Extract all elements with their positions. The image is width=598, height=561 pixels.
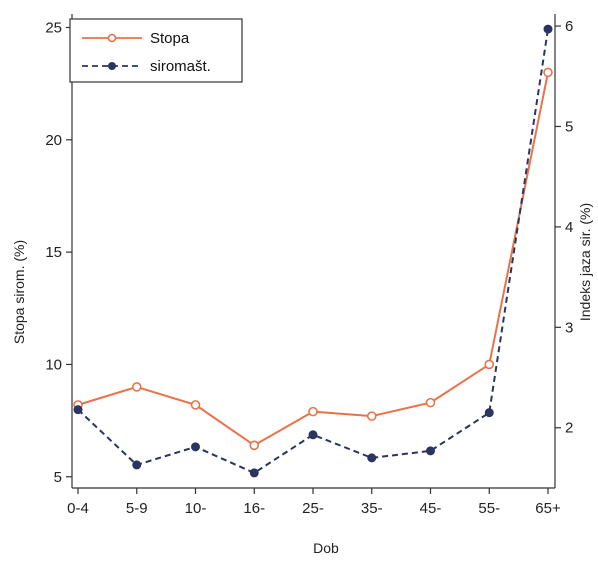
y-left-tick-label: 10 (45, 356, 62, 373)
legend-label-siromast: siromašt. (150, 58, 211, 75)
y-left-tick-label: 15 (45, 244, 62, 261)
x-tick-label: 45- (420, 500, 442, 517)
series-1-point (367, 453, 377, 463)
y-right-tick-label: 2 (565, 420, 573, 437)
y-left-tick-label: 25 (45, 19, 62, 36)
series-0-point (366, 411, 377, 421)
series-1-point (308, 430, 318, 440)
y-left-tick-label: 5 (54, 469, 62, 486)
y-right-tick-label: 4 (565, 219, 573, 236)
legend: Stopa siromašt. (69, 18, 243, 83)
y-right-tick-label: 5 (565, 118, 573, 135)
series-0-point (484, 359, 495, 370)
x-tick-label: 65+ (535, 500, 561, 517)
series-1-point (249, 468, 259, 478)
series-0-point (249, 440, 260, 451)
x-tick-label: 35- (361, 500, 383, 517)
x-axis-title: Dob (313, 540, 339, 556)
series-0-point (543, 67, 553, 78)
series-line-0 (77, 72, 549, 447)
series-1-point (132, 460, 142, 470)
series-1-point (484, 408, 494, 418)
y-left-axis-title: Stopa sirom. (%) (11, 240, 27, 344)
legend-marker-stopa (107, 33, 117, 43)
y-right-tick-label: 6 (565, 18, 573, 35)
y-right-tick-label: 3 (565, 319, 573, 336)
series-0-point (425, 397, 436, 408)
series-0-point (131, 382, 142, 392)
series-1-point (73, 405, 83, 415)
legend-marker-siromast (108, 62, 116, 70)
legend-label-stopa: Stopa (150, 30, 190, 47)
series-line-1 (77, 28, 549, 474)
series-layer (73, 24, 553, 478)
series-0-point (308, 406, 318, 417)
legend-box (69, 18, 243, 83)
x-tick-label: 25- (302, 500, 324, 517)
y-left-tick-label: 20 (45, 132, 62, 149)
series-1-point (191, 442, 200, 452)
series-1-point (426, 446, 435, 456)
x-tick-label: 5-9 (126, 500, 148, 517)
x-tick-label: 55- (478, 500, 500, 517)
x-tick-label: 10- (185, 500, 207, 517)
axes: 5 10 15 20 25 2 3 4 5 6 0-4 5-9 10- 16- 25- 35- 45- 55- 65… (45, 14, 573, 517)
y-right-axis-title: Indeks jaza sir. (%) (577, 203, 593, 321)
series-0-point (190, 400, 201, 410)
x-tick-label: 16- (243, 500, 265, 517)
series-1-point (543, 24, 553, 34)
x-tick-label: 0-4 (67, 500, 89, 517)
